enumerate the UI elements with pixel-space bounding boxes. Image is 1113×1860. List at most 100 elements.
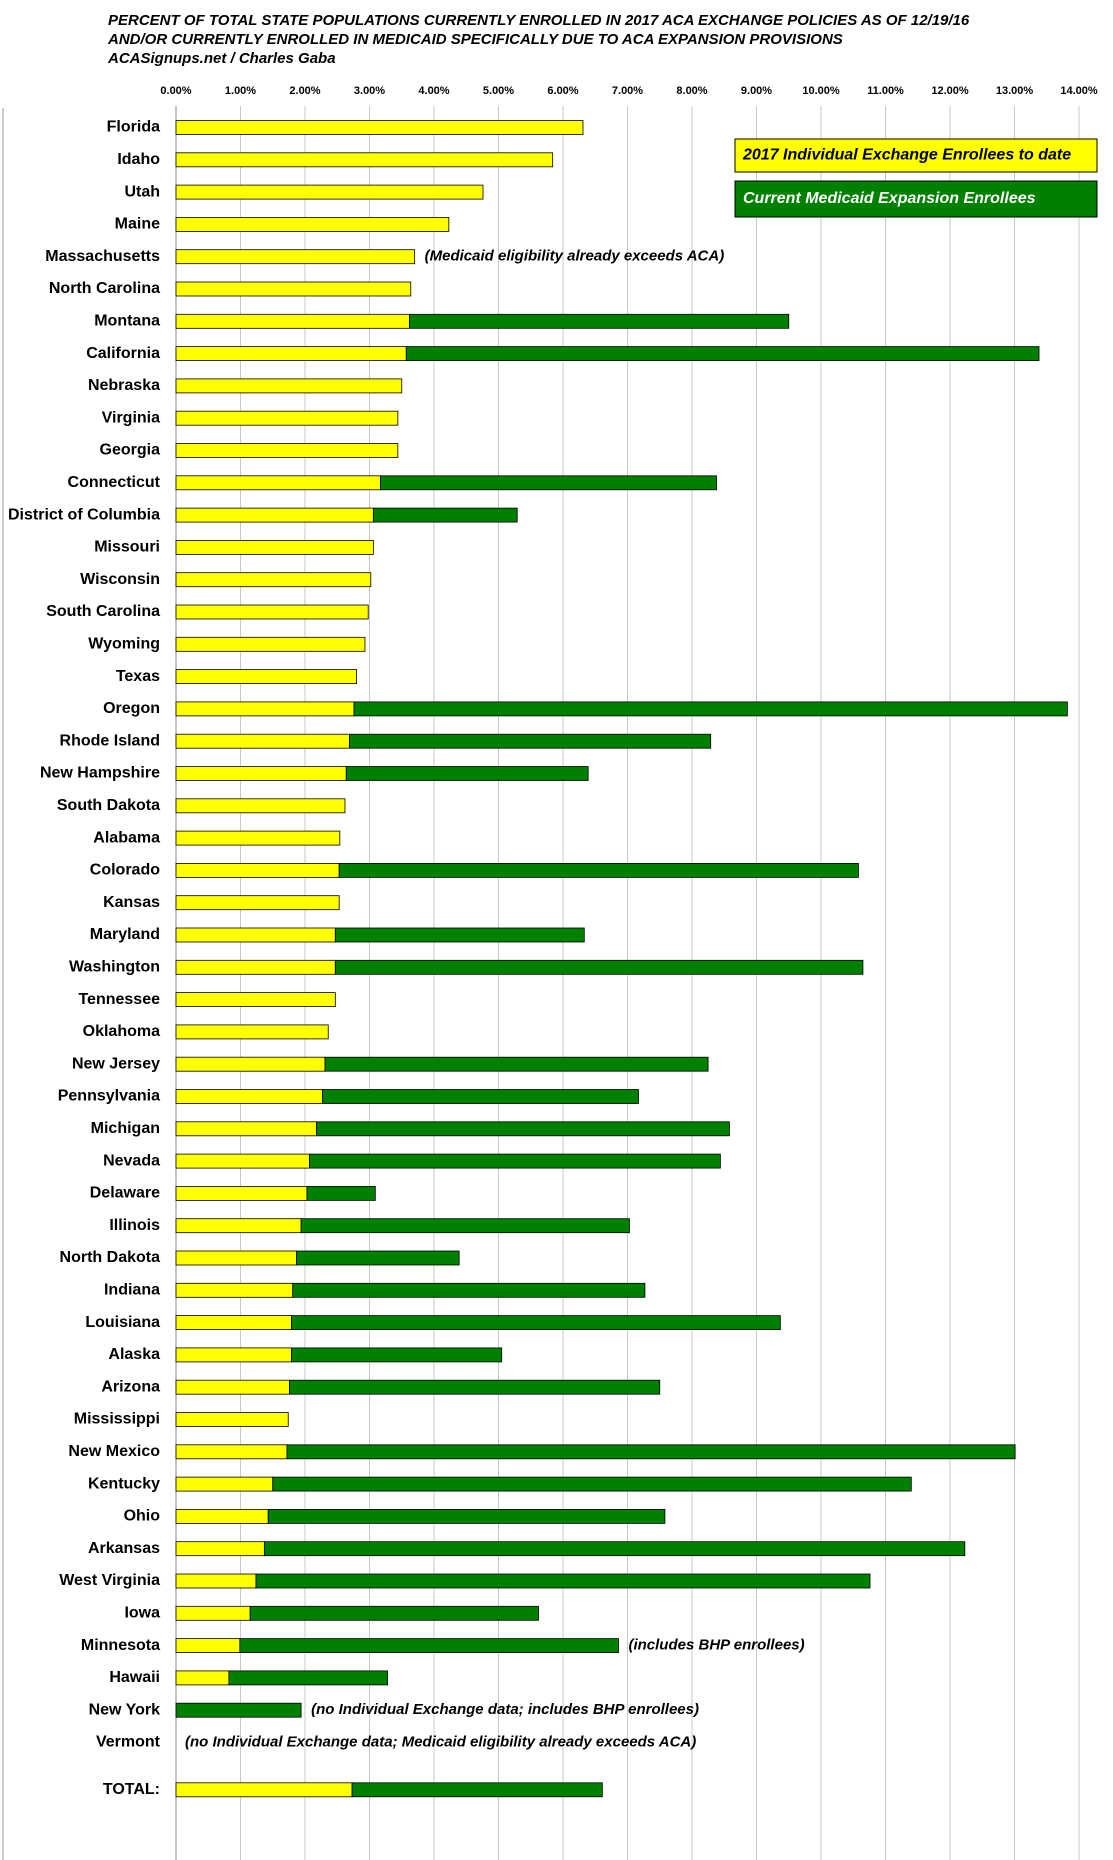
- bar-segment: [322, 1089, 639, 1104]
- bar-segment: [175, 1444, 288, 1460]
- y-tick-label: New York: [89, 1701, 161, 1718]
- bar-segment: [175, 1509, 269, 1524]
- x-tick-label: 11.00%: [867, 85, 904, 97]
- x-tick-label: 4.00%: [418, 85, 449, 97]
- bar-segment: [175, 863, 340, 878]
- y-tick-label: Oregon: [103, 700, 160, 717]
- bar-segment: [334, 959, 864, 975]
- y-tick-label: Minnesota: [81, 1637, 160, 1654]
- y-tick-label: Rhode Island: [60, 732, 160, 749]
- bar-segment: [349, 733, 712, 749]
- bar-segment: [175, 572, 372, 588]
- y-tick-label: Alaska: [108, 1346, 160, 1363]
- bar-segment: [175, 152, 554, 168]
- bar-segment: [175, 1282, 294, 1298]
- chart-subtitle: ACASignups.net / Charles Gaba: [107, 50, 336, 67]
- y-tick-label: Maryland: [90, 926, 160, 943]
- bar-segment: [175, 378, 403, 394]
- bar-segment: [175, 766, 347, 781]
- bar-segment: [175, 120, 584, 135]
- bar-segment: [267, 1509, 666, 1524]
- y-tick-label: Washington: [69, 959, 160, 976]
- y-tick-label: Utah: [124, 183, 160, 200]
- bar-segment: [175, 959, 336, 975]
- legend-label: Current Medicaid Expansion Enrollees: [743, 190, 1036, 207]
- y-tick-label: Wyoming: [88, 636, 160, 653]
- annotation: (Medicaid eligibility already exceeds AC…: [425, 248, 725, 265]
- y-tick-label: Arkansas: [88, 1540, 160, 1557]
- bar-segment: [175, 1056, 326, 1072]
- bar-segment: [175, 927, 336, 943]
- y-tick-label: Maine: [115, 216, 160, 233]
- bar-segment: [324, 1056, 709, 1072]
- y-tick-label: Mississippi: [74, 1411, 160, 1428]
- bar-segment: [255, 1573, 871, 1589]
- bar-segment: [175, 1670, 230, 1686]
- bar-segment: [291, 1315, 781, 1330]
- bar-segment: [175, 701, 355, 717]
- y-tick-label: Florida: [107, 119, 160, 136]
- x-tick-label: 13.00%: [996, 85, 1034, 97]
- bar-segment: [175, 216, 450, 232]
- bar-segment: [351, 1782, 603, 1798]
- y-tick-label: Georgia: [100, 442, 161, 459]
- bar-segment: [272, 1476, 912, 1492]
- y-tick-label: Missouri: [94, 539, 160, 556]
- annotation: (no Individual Exchange data; includes B…: [311, 1701, 699, 1718]
- bar-segment: [300, 1218, 630, 1234]
- y-tick-label: Indiana: [104, 1282, 160, 1299]
- bar-segment: [175, 1412, 289, 1427]
- y-tick-label: Illinois: [109, 1217, 160, 1234]
- chart-title: AND/OR CURRENTLY ENROLLED IN MEDICAID SP…: [107, 31, 843, 48]
- y-tick-label: Montana: [94, 313, 160, 330]
- y-tick-label: North Carolina: [49, 280, 160, 297]
- bar-segment: [296, 1250, 460, 1266]
- bar-segment: [409, 313, 790, 329]
- x-tick-label: 2.00%: [289, 85, 320, 97]
- bar-segment: [334, 927, 585, 943]
- bar-segment: [175, 1089, 323, 1104]
- y-tick-label: Alabama: [93, 829, 160, 846]
- bar-segment: [345, 766, 589, 781]
- bar-segment: [175, 346, 407, 362]
- bar-segment: [175, 992, 336, 1007]
- bar-segment: [249, 1605, 539, 1621]
- bar-segment: [228, 1670, 388, 1686]
- bar-segment: [316, 1121, 730, 1137]
- bar-segment: [175, 830, 341, 846]
- bar-segment: [286, 1444, 1016, 1460]
- y-tick-label: Delaware: [90, 1185, 160, 1202]
- y-tick-label: Wisconsin: [80, 571, 160, 588]
- bar-segment: [175, 1541, 265, 1557]
- bar-segment: [239, 1638, 619, 1653]
- y-tick-label: Ohio: [124, 1508, 161, 1525]
- bar-segment: [372, 507, 518, 523]
- y-tick-label: Texas: [116, 668, 160, 685]
- y-tick-label: Idaho: [117, 151, 160, 168]
- y-tick-label: Pennsylvania: [58, 1088, 160, 1105]
- bar-segment: [175, 1250, 298, 1266]
- y-tick-label: New Mexico: [68, 1443, 160, 1460]
- bar-segment: [291, 1347, 503, 1363]
- bar-segment: [175, 669, 358, 684]
- bar-segment: [175, 249, 416, 265]
- bar-segment: [175, 475, 381, 491]
- annotation: (includes BHP enrollees): [628, 1637, 804, 1654]
- y-tick-label: California: [86, 345, 160, 362]
- bar-segment: [175, 443, 399, 458]
- bar-segment: [289, 1379, 661, 1395]
- y-tick-label: North Dakota: [60, 1249, 161, 1266]
- bar-segment: [175, 1605, 251, 1621]
- bar-segment: [380, 475, 717, 491]
- bar-segment: [175, 1782, 353, 1798]
- bar-segment: [175, 1638, 241, 1653]
- bar-segment: [175, 1153, 310, 1169]
- y-tick-label: Vermont: [96, 1734, 161, 1751]
- y-tick-label: Michigan: [91, 1120, 160, 1137]
- y-tick-label: Arizona: [101, 1378, 160, 1395]
- legend-swatch: [734, 138, 1098, 173]
- bar-segment: [175, 507, 374, 523]
- y-tick-label: Oklahoma: [83, 1023, 160, 1040]
- bar-segment: [175, 1702, 302, 1718]
- bar-segment: [175, 540, 374, 555]
